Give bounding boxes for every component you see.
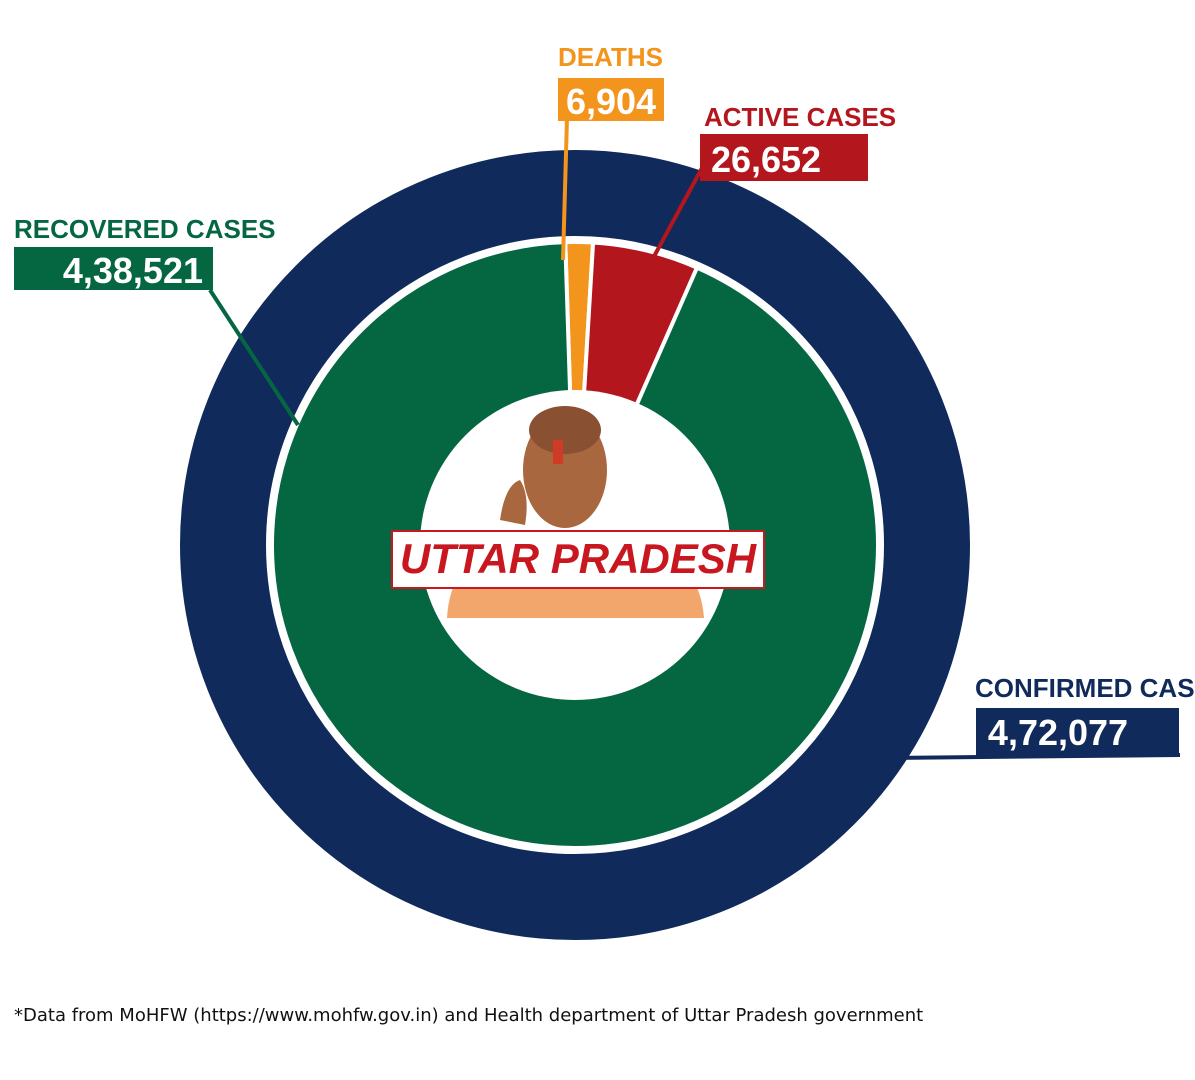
deaths-value-box (558, 78, 664, 121)
chart-title: UTTAR PRADESH (400, 535, 758, 582)
active-label: ACTIVE CASES (704, 102, 896, 132)
deaths-value: 6,904 (566, 81, 656, 122)
deaths-leader-line (561, 117, 569, 261)
active-value: 26,652 (711, 139, 821, 180)
confirmed-cases-ring (180, 150, 970, 940)
confirmed-value-box (976, 708, 1179, 756)
active-value-box (700, 134, 868, 181)
active-leader-line (649, 167, 704, 263)
center-title-box (391, 530, 765, 589)
recovered-value-box (14, 247, 213, 290)
confirmed-label: CONFIRMED CASES (975, 673, 1195, 703)
footnote: *Data from MoHFW (https://www.mohfw.gov.… (14, 1005, 924, 1026)
confirmed-value: 4,72,077 (988, 712, 1128, 753)
deaths-label: DEATHS (558, 42, 663, 72)
recovered-value: 4,38,521 (63, 250, 203, 291)
recovered-label: RECOVERED CASES (14, 214, 276, 244)
recovered-leader-line (208, 288, 300, 427)
